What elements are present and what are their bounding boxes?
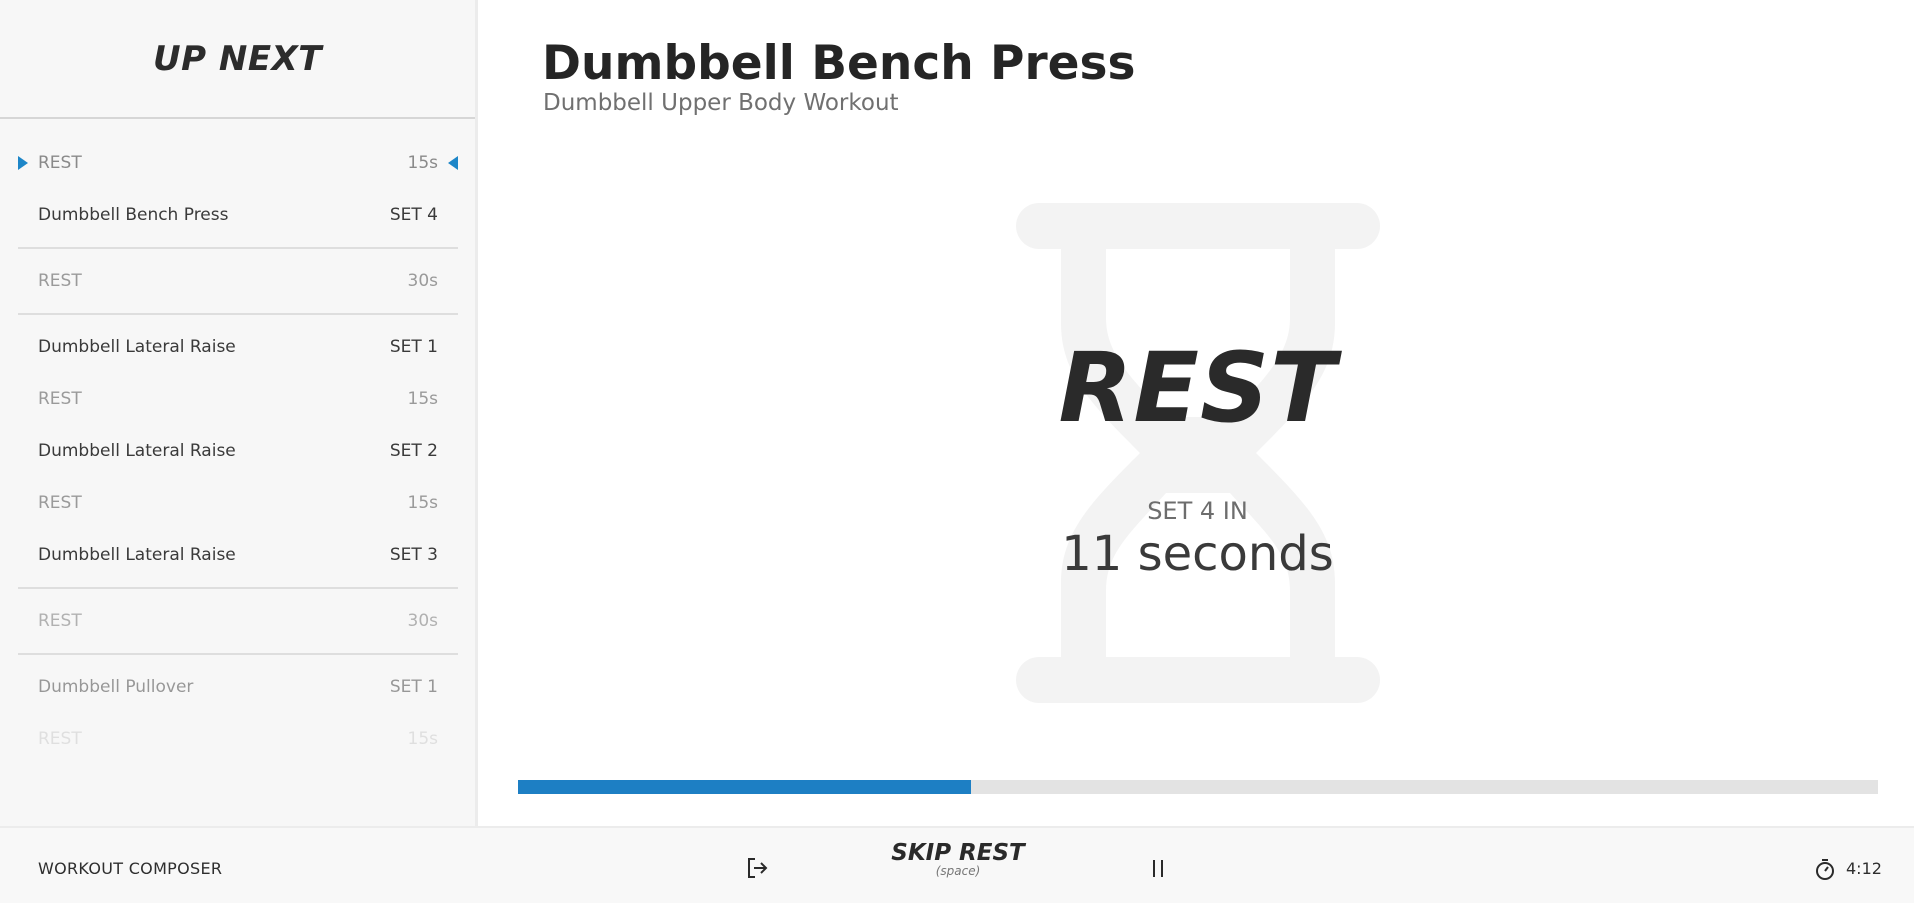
queue-item-name: REST: [38, 389, 82, 409]
queue-item-meta: 15s: [407, 493, 439, 513]
queue-item-meta: 30s: [407, 271, 439, 291]
queue-group: Dumbbell Lateral Raise SET 1 REST 15s Dumbbe…: [18, 315, 458, 589]
pause-button[interactable]: [1148, 855, 1170, 881]
stopwatch-icon: [1816, 859, 1834, 880]
queue-item-name: REST: [38, 611, 82, 631]
skip-rest-button[interactable]: SKIP REST (space): [880, 840, 1036, 892]
queue-item-name: REST: [38, 493, 82, 513]
queue-group: Dumbbell Pullover SET 1 REST 15s: [18, 655, 458, 771]
current-marker-left-icon: [18, 156, 28, 170]
exit-icon: [748, 858, 768, 878]
queue-item-rest[interactable]: REST 15s: [18, 713, 458, 765]
workout-name: Dumbbell Upper Body Workout: [543, 90, 899, 116]
skip-rest-shortcut-hint: (space): [935, 864, 981, 878]
queue-item-meta: SET 3: [389, 545, 438, 565]
queue-item-meta: 15s: [407, 729, 439, 749]
queue-item-exercise[interactable]: Dumbbell Pullover SET 1: [18, 661, 458, 713]
current-marker-right-icon: [448, 156, 458, 170]
state-label: REST: [1058, 332, 1337, 444]
exercise-title: Dumbbell Bench Press: [542, 36, 1136, 91]
queue-item-name: Dumbbell Lateral Raise: [38, 337, 236, 357]
countdown-value: 11 seconds: [1061, 526, 1334, 582]
queue-item-name: Dumbbell Lateral Raise: [38, 545, 236, 565]
queue-item-exercise[interactable]: Dumbbell Bench Press SET 4: [18, 189, 458, 241]
queue-item-meta: 30s: [407, 611, 439, 631]
queue-item-rest[interactable]: REST 15s: [18, 477, 458, 529]
queue-item-name: REST: [38, 153, 82, 173]
queue-item-name: Dumbbell Bench Press: [38, 205, 229, 225]
queue-item-meta: SET 2: [389, 441, 438, 461]
main-panel: Dumbbell Bench Press Dumbbell Upper Body…: [481, 0, 1914, 826]
queue-item-meta: SET 1: [389, 677, 438, 697]
queue-item-rest[interactable]: REST 15s: [18, 373, 458, 425]
pause-icon: [1153, 860, 1163, 877]
rest-progress-fill: [518, 780, 971, 794]
up-next-sidebar: UP NEXT REST 15s Dumbbell Bench Press SET 4…: [0, 0, 478, 826]
queue-group: REST 30s: [18, 249, 458, 315]
app-brand: WORKOUT COMPOSER: [38, 859, 223, 878]
queue-item-meta: SET 4: [389, 205, 438, 225]
queue-item-name: Dumbbell Lateral Raise: [38, 441, 236, 461]
queue-item-name: REST: [38, 271, 82, 291]
queue-item-meta: 15s: [407, 153, 439, 173]
queue-item-rest[interactable]: REST 30s: [18, 595, 458, 647]
queue-group: REST 30s: [18, 589, 458, 655]
queue-item-exercise[interactable]: Dumbbell Lateral Raise SET 3: [18, 529, 458, 581]
sidebar-header: UP NEXT: [0, 0, 475, 119]
elapsed-time: 4:12: [1846, 859, 1882, 878]
queue-item-exercise[interactable]: Dumbbell Lateral Raise SET 2: [18, 425, 458, 477]
queue-item-rest[interactable]: REST 30s: [18, 255, 458, 307]
queue-item-rest[interactable]: REST 15s: [18, 137, 458, 189]
up-next-queue: REST 15s Dumbbell Bench Press SET 4 REST 30s D…: [18, 131, 458, 771]
rest-progress-bar: [518, 780, 1878, 794]
hourglass-icon: [1016, 203, 1380, 703]
queue-group: REST 15s Dumbbell Bench Press SET 4: [18, 131, 458, 249]
queue-item-name: REST: [38, 729, 82, 749]
queue-item-exercise[interactable]: Dumbbell Lateral Raise SET 1: [18, 321, 458, 373]
queue-item-name: Dumbbell Pullover: [38, 677, 194, 697]
sidebar-title: UP NEXT: [153, 38, 322, 79]
footer-bar: WORKOUT COMPOSER SKIP REST (space) 4:12: [0, 826, 1914, 903]
next-set-label: SET 4 IN: [1147, 497, 1248, 525]
exit-button[interactable]: [745, 855, 771, 881]
queue-item-meta: SET 1: [389, 337, 438, 357]
queue-item-meta: 15s: [407, 389, 439, 409]
skip-rest-label: SKIP REST: [891, 840, 1025, 866]
